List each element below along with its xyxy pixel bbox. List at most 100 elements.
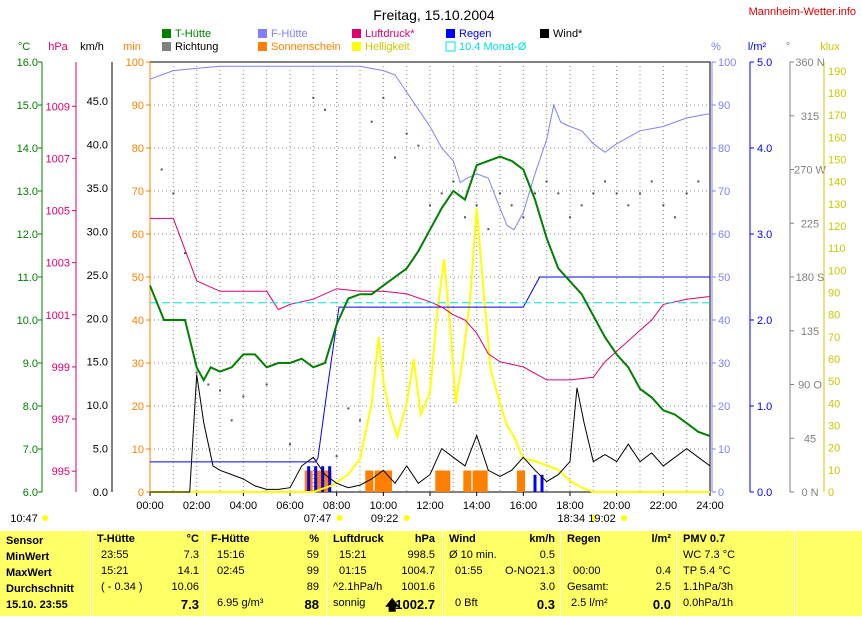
lux-tick-label: 60 — [828, 354, 840, 366]
direction-dot — [312, 96, 315, 99]
rain-tick-label: 0.0 — [757, 487, 772, 499]
direction-dot — [697, 180, 700, 183]
legend-swatch — [446, 29, 455, 38]
legend-label: Sonnenschein — [271, 41, 341, 53]
f-avg: 89 — [306, 581, 319, 593]
pressure-tick-label: 1005 — [46, 206, 70, 218]
humidity-tick-label: 20 — [718, 401, 730, 413]
col-t-huette: T-Hütte °C 23:55 7.3 15:21 14.1 ( - 0.34… — [90, 531, 205, 616]
direction-dot — [662, 204, 665, 207]
wind-max-dir: O-NO — [505, 565, 534, 577]
legend-swatch — [162, 42, 171, 51]
current-label: 15.10. 23:55 — [6, 599, 68, 611]
sunshine-bar — [365, 470, 374, 492]
dir-tick-label: 360 N — [795, 57, 824, 69]
wind-max-time: 01:55 — [455, 565, 483, 577]
temp-tick-label: 9.0 — [23, 358, 38, 370]
t-current: 7.3 — [180, 597, 199, 612]
lux-tick-label: 90 — [828, 288, 840, 300]
pressure-3h: 1.1hPa/3h — [683, 581, 734, 593]
direction-dot — [335, 455, 338, 458]
temp-tick-label: 14.0 — [17, 143, 38, 155]
sun-icon — [42, 515, 48, 521]
direction-dot — [184, 252, 186, 255]
legend-swatch — [352, 29, 361, 38]
time-tick-label: 18:00 — [556, 500, 584, 512]
legend-label: F-Hütte — [271, 28, 308, 40]
lux-tick-label: 110 — [828, 243, 846, 255]
grid — [150, 62, 710, 492]
pressure-tick-label: 1003 — [46, 258, 70, 270]
p-avg: 1001.6 — [401, 581, 435, 593]
rain-tick-label: 1.0 — [757, 401, 772, 413]
f-max-value: 99 — [306, 565, 319, 577]
sun-icon — [403, 515, 410, 521]
rain-max: 0.4 — [655, 565, 671, 577]
direction-dot — [639, 192, 641, 195]
event-label: 18:34 — [558, 513, 586, 525]
wind-unit-label: km/h — [80, 41, 104, 53]
legend-swatch — [258, 29, 267, 38]
event-label: 09:22 — [371, 513, 399, 525]
time-tick-label: 20:00 — [603, 500, 631, 512]
sunshine-bar — [384, 470, 392, 492]
temp-tick-label: 13.0 — [17, 186, 38, 198]
lux-tick-label: 130 — [828, 199, 846, 211]
rain-header: Regen — [567, 533, 601, 545]
humidity-tick-label: 30 — [718, 358, 730, 370]
temp-tick-label: 6.0 — [23, 487, 38, 499]
legend-label: Richtung — [175, 41, 218, 53]
t-max-value: 14.1 — [177, 565, 199, 577]
temp-tick-label: 7.0 — [23, 444, 38, 456]
wind-bft: 0 Bft — [455, 597, 478, 609]
direction-dot — [347, 407, 350, 410]
direction-dot — [604, 180, 606, 183]
col-luftdruck: Luftdruck hPa 15:21 998.5 01:15 1004.7 ^… — [326, 531, 443, 616]
lux-tick-label: 50 — [828, 376, 840, 388]
lux-tick-label: 40 — [828, 398, 840, 410]
p-min-time: 15:21 — [339, 549, 367, 561]
legend-swatch — [540, 29, 549, 38]
p-unit: hPa — [414, 533, 435, 545]
rain-sum: 2.5 l/m² — [571, 597, 608, 609]
humidity-tick-label: 100 — [718, 57, 736, 69]
humidity-unit-label: % — [711, 41, 721, 53]
time-tick-label: 16:00 — [510, 500, 538, 512]
time-tick-label: 22:00 — [650, 500, 678, 512]
direction-dot — [464, 216, 466, 219]
direction-dot — [627, 204, 630, 207]
sunshine-bar — [463, 470, 472, 492]
t-trend: ( - 0.34 ) — [101, 581, 143, 593]
humidity-tick-label: 50 — [718, 272, 730, 284]
luftdruck-line — [150, 217, 711, 381]
sunshine-bar — [316, 470, 325, 492]
lux-tick-label: 180 — [828, 88, 846, 100]
pressure-tick-label: 1007 — [46, 153, 70, 165]
direction-dot — [499, 192, 501, 195]
wind-tick-label: 40.0 — [87, 140, 108, 152]
sun-tick-label: 40 — [132, 315, 144, 327]
wind-tick-label: 10.0 — [87, 400, 108, 412]
sun-icon — [590, 515, 597, 521]
site-link[interactable]: Mannheim-Wetter.info — [749, 6, 856, 18]
sun-tick-label: 70 — [132, 186, 144, 198]
lux-tick-label: 10 — [828, 465, 840, 477]
rain-unit-label: l/m² — [748, 41, 767, 53]
time-tick-label: 14:00 — [463, 500, 491, 512]
t-min-time: 23:55 — [101, 549, 129, 561]
col-regen: Regen l/m² 00:00 0.4 Gesamt: 2.5 2.5 l/m… — [560, 531, 677, 616]
time-tick-label: 24:00 — [696, 500, 724, 512]
f-huette-header: F-Hütte — [211, 533, 250, 545]
direction-dots — [160, 96, 700, 458]
wind-mean: 3.0 — [539, 581, 555, 593]
f-absolute: 6.95 g/m³ — [217, 597, 264, 609]
p-forecast: sonnig — [333, 597, 366, 609]
direction-dot — [195, 371, 198, 374]
dir-unit-label: ° — [786, 41, 790, 53]
rain-bar — [307, 466, 311, 492]
p-min-value: 998.5 — [407, 549, 435, 561]
lux-tick-label: 80 — [828, 310, 840, 322]
lux-tick-label: 70 — [828, 332, 840, 344]
windchill: WC 7.3 °C — [683, 549, 736, 561]
wind-tick-label: 5.0 — [93, 444, 108, 456]
